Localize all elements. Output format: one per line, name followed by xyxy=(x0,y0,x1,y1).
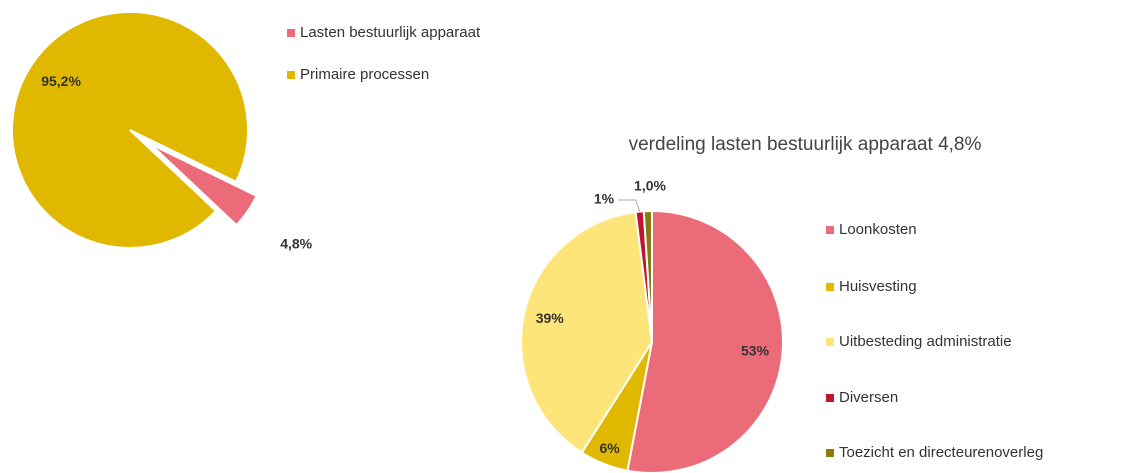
pie-slice xyxy=(149,143,258,227)
data-label: 4,8% xyxy=(280,236,312,252)
data-label: 53% xyxy=(741,342,770,358)
legend-label: Diversen xyxy=(839,389,898,406)
leader-line xyxy=(618,199,641,212)
data-label: 39% xyxy=(536,310,565,326)
legend-marker xyxy=(287,71,295,79)
legend-label: Uitbesteding administratie xyxy=(839,333,1012,350)
legend-marker xyxy=(826,394,834,402)
legend-label: Toezicht en directeurenoverleg xyxy=(839,444,1043,461)
pie-slice xyxy=(626,209,784,473)
legend-label: Loonkosten xyxy=(839,221,917,238)
legend-marker xyxy=(826,338,834,346)
data-label: 1% xyxy=(594,191,615,207)
chart-title: verdeling lasten bestuurlijk apparaat 4,… xyxy=(629,134,982,155)
pie-slice xyxy=(520,210,654,454)
legend-marker xyxy=(826,226,834,234)
legend-label: Huisvesting xyxy=(839,278,917,295)
legend-label: Primaire processen xyxy=(300,66,429,83)
legend-marker xyxy=(287,29,295,37)
data-label: 1,0% xyxy=(634,178,666,194)
legend-label: Lasten bestuurlijk apparaat xyxy=(300,24,481,41)
data-label: 95,2% xyxy=(41,73,81,89)
legend-marker xyxy=(826,283,834,291)
data-label: 6% xyxy=(599,440,620,456)
pie-slice xyxy=(11,11,249,249)
legend-marker xyxy=(826,449,834,457)
pie-slice xyxy=(642,209,653,343)
